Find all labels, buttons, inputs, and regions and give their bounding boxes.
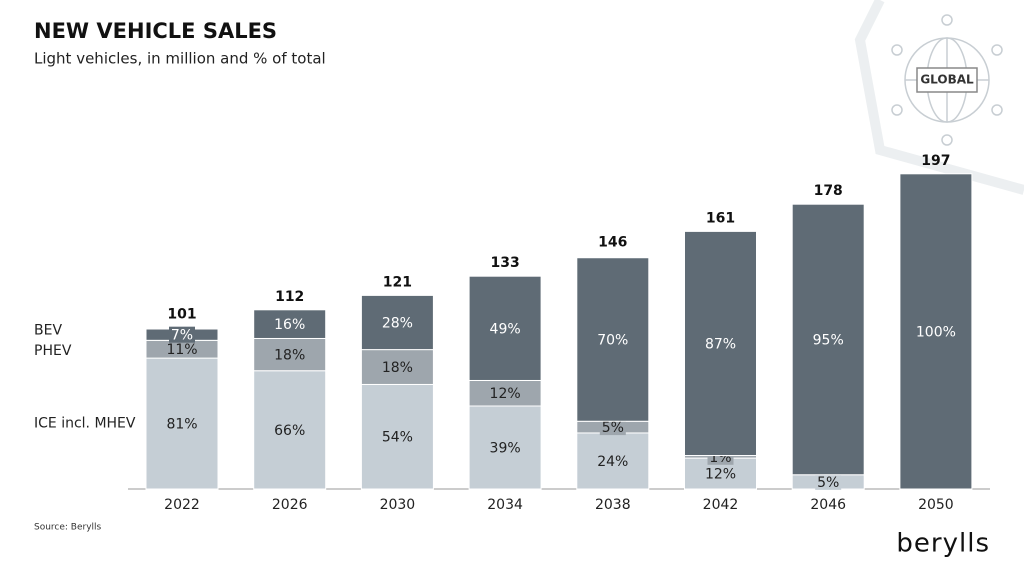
bar-segment (360, 294, 434, 351)
total-label: 112 (275, 289, 304, 305)
value-label: 81% (166, 417, 197, 433)
x-tick-label: 2026 (272, 497, 308, 513)
x-tick-label: 2046 (810, 497, 846, 513)
value-label: 100% (916, 324, 956, 340)
value-label: 95% (813, 332, 844, 348)
value-label: 28% (382, 316, 413, 332)
x-tick-label: 2034 (487, 497, 523, 513)
legend-label: PHEV (34, 343, 72, 359)
bar-segment (899, 173, 973, 490)
chart-subtitle: Light vehicles, in million and % of tota… (34, 50, 326, 68)
value-label: 18% (274, 348, 305, 364)
bar-segment (468, 405, 542, 490)
total-label: 197 (921, 153, 950, 169)
value-label: 66% (274, 423, 305, 439)
value-label: 87% (705, 336, 736, 352)
value-label: 18% (382, 360, 413, 376)
source: Source: Berylls (34, 523, 102, 533)
x-tick-label: 2038 (595, 497, 631, 513)
value-label: 12% (490, 386, 521, 402)
legend-label: BEV (34, 323, 62, 339)
value-label: 70% (597, 332, 628, 348)
label-box (815, 473, 842, 490)
bar-segment (253, 309, 327, 339)
badge (854, 0, 1024, 195)
total-label: 133 (490, 255, 519, 271)
value-label: 49% (490, 321, 521, 337)
x-tick-label: 2042 (703, 497, 739, 513)
x-tick-label: 2030 (380, 497, 416, 513)
label-box (599, 419, 626, 436)
bar-segment (360, 383, 434, 490)
value-label: 24% (597, 454, 628, 470)
bar-segment (684, 230, 757, 457)
value-label: 12% (705, 467, 736, 483)
value-label: 39% (490, 441, 521, 457)
value-label: 16% (274, 317, 305, 333)
x-tick-label: 2022 (164, 497, 200, 513)
value-label: 7% (171, 328, 193, 344)
bar-segment (576, 257, 650, 422)
total-label: 161 (706, 210, 735, 226)
value-label: 11% (166, 342, 197, 358)
bar-segment (468, 275, 542, 381)
label-box (169, 326, 195, 343)
bar-segment (791, 203, 865, 476)
chart-title: NEW VEHICLE SALES (34, 19, 277, 43)
logo: berylls (896, 529, 990, 559)
legend-label: ICE incl. MHEV (34, 416, 136, 432)
total-label: 178 (814, 183, 843, 199)
x-tick-label: 2050 (918, 497, 954, 513)
total-label: 101 (167, 306, 196, 322)
bar-segment (360, 349, 434, 385)
total-label: 121 (383, 274, 412, 290)
total-label: 146 (598, 234, 627, 250)
bar-segment (468, 379, 542, 407)
value-label: 54% (382, 430, 413, 446)
badge-label: GLOBAL (920, 73, 974, 87)
value-label: 5% (602, 420, 624, 436)
value-label: 5% (817, 475, 839, 491)
